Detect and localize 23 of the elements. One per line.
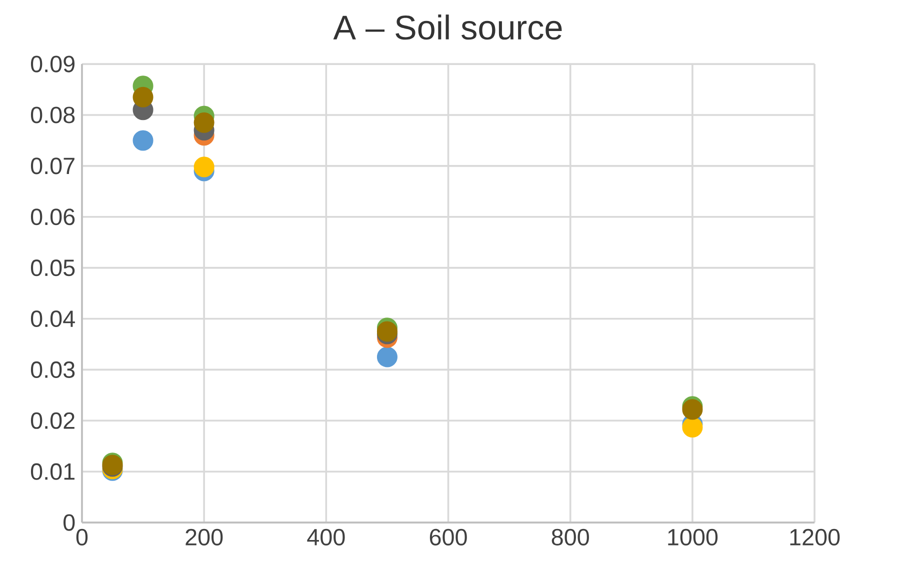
point xyxy=(194,112,214,133)
x-tick-label: 0 xyxy=(76,528,88,546)
x-tick-label: 200 xyxy=(186,528,223,546)
chart-title: A – Soil source xyxy=(333,14,562,40)
y-tick-label: 0.08 xyxy=(30,106,75,124)
point xyxy=(132,86,154,108)
x-tick-label: 800 xyxy=(552,528,589,546)
point xyxy=(194,156,214,178)
y-tick-label: 0.09 xyxy=(30,56,75,72)
x-tick-label: 400 xyxy=(307,528,345,546)
y-tick-label: 0.07 xyxy=(30,158,74,174)
x-tick-label: 1200 xyxy=(790,528,840,546)
y-tick-label: 0.04 xyxy=(30,310,75,328)
y-tick-label: 0.05 xyxy=(30,260,75,276)
point xyxy=(376,346,398,368)
x-tick-label: 1000 xyxy=(668,528,718,546)
point xyxy=(132,130,154,151)
y-tick-label: 0.06 xyxy=(30,208,75,226)
y-tick-label: 0.02 xyxy=(30,412,74,429)
y-tick-label: 0.01 xyxy=(30,463,74,480)
x-tick-label: 600 xyxy=(430,528,467,546)
y-tick-label: 0.03 xyxy=(30,361,75,378)
y-tick-label: 0 xyxy=(63,514,75,531)
